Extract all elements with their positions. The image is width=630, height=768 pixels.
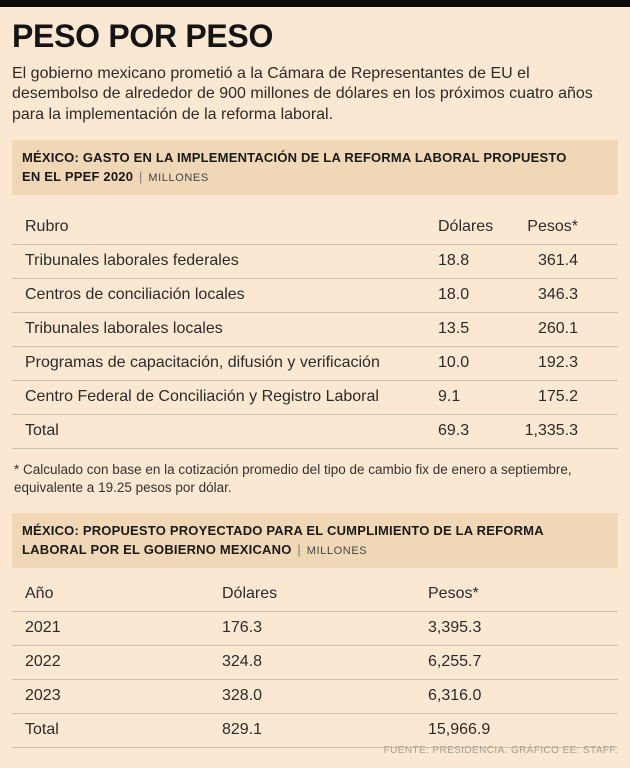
- cell-dolares: 328.0: [222, 687, 263, 705]
- table-row: Centro Federal de Conciliación y Registr…: [12, 381, 618, 415]
- table-row: Programas de capacitación, difusión y ve…: [12, 347, 618, 381]
- cell-pesos: 260.1: [537, 320, 578, 338]
- cell-pesos: 361.4: [537, 252, 578, 270]
- table1-band-title: MÉXICO: GASTO EN LA IMPLEMENTACIÓN DE LA…: [22, 149, 567, 185]
- table-row: Tribunales laborales federales 18.8 361.…: [12, 245, 618, 279]
- intro-text: El gobierno mexicano prometió a la Cámar…: [12, 65, 593, 123]
- top-rule: [0, 0, 630, 7]
- table-gasto-ppef: Rubro Dólares Pesos* Tribunales laborale…: [12, 211, 618, 449]
- cell-pesos: 346.3: [537, 286, 578, 304]
- cell-rubro: Programas de capacitación, difusión y ve…: [25, 354, 380, 372]
- band-separator: |: [297, 542, 301, 558]
- table-total-row: Total 829.1 15,966.9: [12, 714, 618, 748]
- cell-rubro: Centros de conciliación locales: [25, 286, 245, 304]
- column-header-rubro: Rubro: [25, 218, 69, 236]
- table2-band-title: MÉXICO: PROPUESTO PROYECTADO PARA EL CUM…: [22, 522, 544, 558]
- table1-unit-label: MILLONES: [148, 172, 209, 185]
- column-header-pesos: Pesos*: [527, 218, 578, 236]
- cell-dolares: 18.8: [438, 252, 470, 270]
- cell-dolares: 10.0: [438, 354, 470, 372]
- table-row: Centros de conciliación locales 18.0 346…: [12, 279, 618, 313]
- cell-dolares: 324.8: [222, 653, 263, 671]
- cell-pesos: 15,966.9: [428, 721, 491, 739]
- column-header-dolares: Dólares: [438, 218, 494, 236]
- table-propuesto-proyectado: Año Dólares Pesos* 2021 176.3 3,395.3 20…: [12, 578, 618, 748]
- table-row: 2023 328.0 6,316.0: [12, 680, 618, 714]
- cell-pesos: 175.2: [537, 388, 578, 406]
- cell-pesos: 6,255.7: [428, 653, 482, 671]
- table2-header-band: MÉXICO: PROPUESTO PROYECTADO PARA EL CUM…: [12, 512, 618, 568]
- cell-ano: 2022: [25, 653, 61, 671]
- page-title: PESO POR PESO: [12, 18, 274, 54]
- source-credit: FUENTE: PRESIDENCIA. GRÁFICO EE: STAFF.: [383, 745, 618, 756]
- cell-dolares: 18.0: [438, 286, 470, 304]
- band-separator: |: [138, 169, 143, 185]
- table-header-row: Rubro Dólares Pesos*: [12, 211, 618, 245]
- cell-dolares: 176.3: [222, 619, 263, 637]
- column-header-dolares: Dólares: [222, 585, 278, 603]
- cell-ano: 2021: [25, 619, 61, 637]
- cell-rubro: Total: [25, 422, 59, 440]
- table-header-row: Año Dólares Pesos*: [12, 578, 618, 612]
- cell-dolares: 13.5: [438, 320, 470, 338]
- cell-dolares: 829.1: [222, 721, 263, 739]
- cell-rubro: Centro Federal de Conciliación y Registr…: [25, 388, 379, 406]
- table1-header-band: MÉXICO: GASTO EN LA IMPLEMENTACIÓN DE LA…: [12, 139, 618, 195]
- cell-ano: Total: [25, 721, 59, 739]
- cell-pesos: 1,335.3: [524, 422, 578, 440]
- cell-pesos: 192.3: [537, 354, 578, 372]
- content-area: PESO POR PESO El gobierno mexicano prome…: [0, 7, 630, 748]
- footnote: * Calculado con base en la cotización pr…: [14, 461, 572, 495]
- cell-rubro: Tribunales laborales locales: [25, 320, 223, 338]
- table2-unit-label: MILLONES: [306, 545, 368, 558]
- cell-pesos: 6,316.0: [428, 687, 482, 705]
- cell-dolares: 69.3: [438, 422, 470, 440]
- cell-dolares: 9.1: [438, 388, 461, 406]
- cell-ano: 2023: [25, 687, 61, 705]
- table-row: Tribunales laborales locales 13.5 260.1: [12, 313, 618, 347]
- table-row: 2022 324.8 6,255.7: [12, 646, 618, 680]
- cell-rubro: Tribunales laborales federales: [25, 252, 239, 270]
- table-row: 2021 176.3 3,395.3: [12, 612, 618, 646]
- column-header-ano: Año: [25, 585, 54, 603]
- table-total-row: Total 69.3 1,335.3: [12, 415, 618, 449]
- cell-pesos: 3,395.3: [428, 619, 482, 637]
- column-header-pesos: Pesos*: [428, 585, 479, 603]
